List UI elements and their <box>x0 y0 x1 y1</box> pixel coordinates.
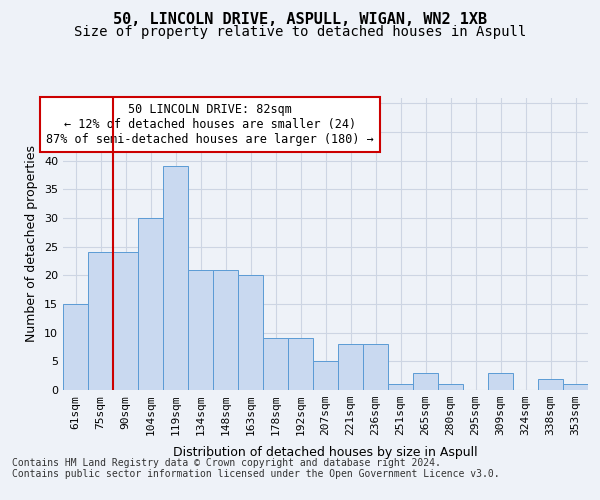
Bar <box>488 373 513 390</box>
Bar <box>538 378 563 390</box>
Bar <box>438 384 463 390</box>
Bar <box>138 218 163 390</box>
Bar <box>413 373 438 390</box>
Bar <box>563 384 588 390</box>
Bar <box>213 270 238 390</box>
X-axis label: Distribution of detached houses by size in Aspull: Distribution of detached houses by size … <box>173 446 478 460</box>
Bar <box>263 338 288 390</box>
Bar <box>313 362 338 390</box>
Bar <box>388 384 413 390</box>
Bar <box>288 338 313 390</box>
Text: 50 LINCOLN DRIVE: 82sqm
← 12% of detached houses are smaller (24)
87% of semi-de: 50 LINCOLN DRIVE: 82sqm ← 12% of detache… <box>46 104 374 146</box>
Bar <box>113 252 138 390</box>
Bar <box>338 344 363 390</box>
Text: Size of property relative to detached houses in Aspull: Size of property relative to detached ho… <box>74 25 526 39</box>
Bar <box>188 270 213 390</box>
Text: 50, LINCOLN DRIVE, ASPULL, WIGAN, WN2 1XB: 50, LINCOLN DRIVE, ASPULL, WIGAN, WN2 1X… <box>113 12 487 28</box>
Text: Contains HM Land Registry data © Crown copyright and database right 2024.
Contai: Contains HM Land Registry data © Crown c… <box>12 458 500 479</box>
Bar <box>88 252 113 390</box>
Y-axis label: Number of detached properties: Number of detached properties <box>25 145 38 342</box>
Bar <box>63 304 88 390</box>
Bar <box>163 166 188 390</box>
Bar <box>363 344 388 390</box>
Bar <box>238 276 263 390</box>
